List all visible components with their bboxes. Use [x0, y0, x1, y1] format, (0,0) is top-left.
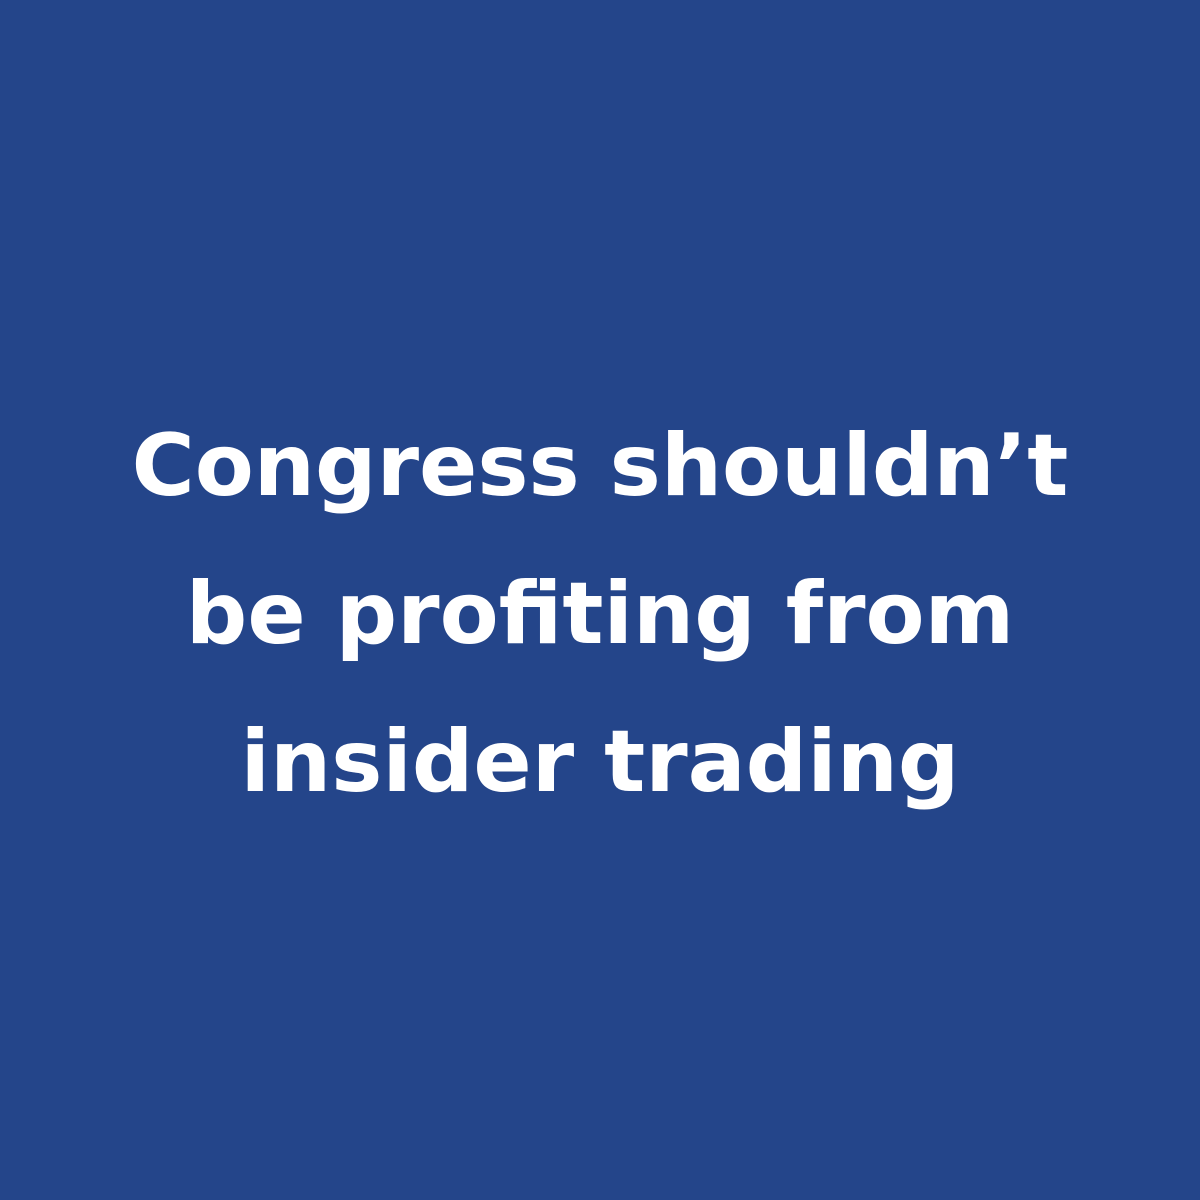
headline-text: Congress shouldn’t be profiting from ins…	[60, 392, 1140, 836]
headline-line-3: insider trading	[240, 712, 960, 812]
headline-line-2: be profiting from	[185, 564, 1015, 664]
headline-line-1: Congress shouldn’t	[131, 416, 1069, 516]
